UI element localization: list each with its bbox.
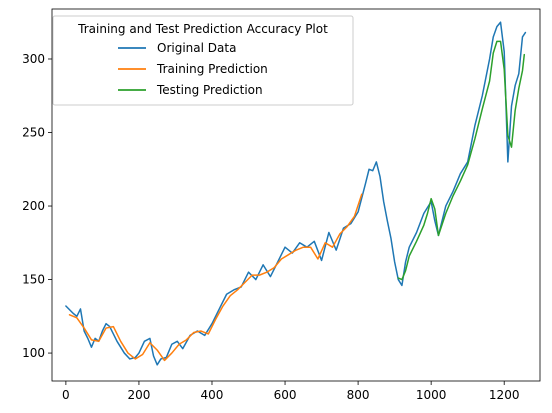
legend-entry-training-prediction: Training Prediction xyxy=(118,62,268,76)
y-tick-label: 100 xyxy=(22,346,45,360)
x-tick-label: 800 xyxy=(347,388,370,402)
legend-title: Training and Test Prediction Accuracy Pl… xyxy=(77,22,328,36)
y-axis: 100 150 200 250 300 xyxy=(22,52,52,360)
x-tick-label: 0 xyxy=(62,388,70,402)
series-line-testing-prediction xyxy=(397,40,526,281)
axes-frame xyxy=(51,8,541,382)
x-tick-label: 1000 xyxy=(416,388,447,402)
legend-entries: Original Data Training Prediction Testing … xyxy=(118,41,268,97)
legend-label: Testing Prediction xyxy=(156,83,263,97)
y-tick-label: 150 xyxy=(22,273,45,287)
legend-label: Original Data xyxy=(157,41,236,55)
y-tick-label: 250 xyxy=(22,126,45,140)
x-tick-label: 200 xyxy=(127,388,150,402)
series-layer xyxy=(65,21,527,366)
series-line-training-prediction xyxy=(68,193,363,362)
x-tick-label: 400 xyxy=(201,388,224,402)
x-tick-label: 1200 xyxy=(489,388,520,402)
x-tick-label: 600 xyxy=(274,388,297,402)
x-axis: 0 200 400 600 800 1000 1200 xyxy=(62,381,519,402)
legend-label: Training Prediction xyxy=(156,62,268,76)
y-tick-label: 200 xyxy=(22,199,45,213)
y-tick-label: 300 xyxy=(22,52,45,66)
legend-entry-testing-prediction: Testing Prediction xyxy=(118,83,263,97)
legend: Training and Test Prediction Accuracy Pl… xyxy=(52,15,354,106)
legend-box xyxy=(52,15,354,106)
legend-entry-original-data: Original Data xyxy=(118,41,236,55)
